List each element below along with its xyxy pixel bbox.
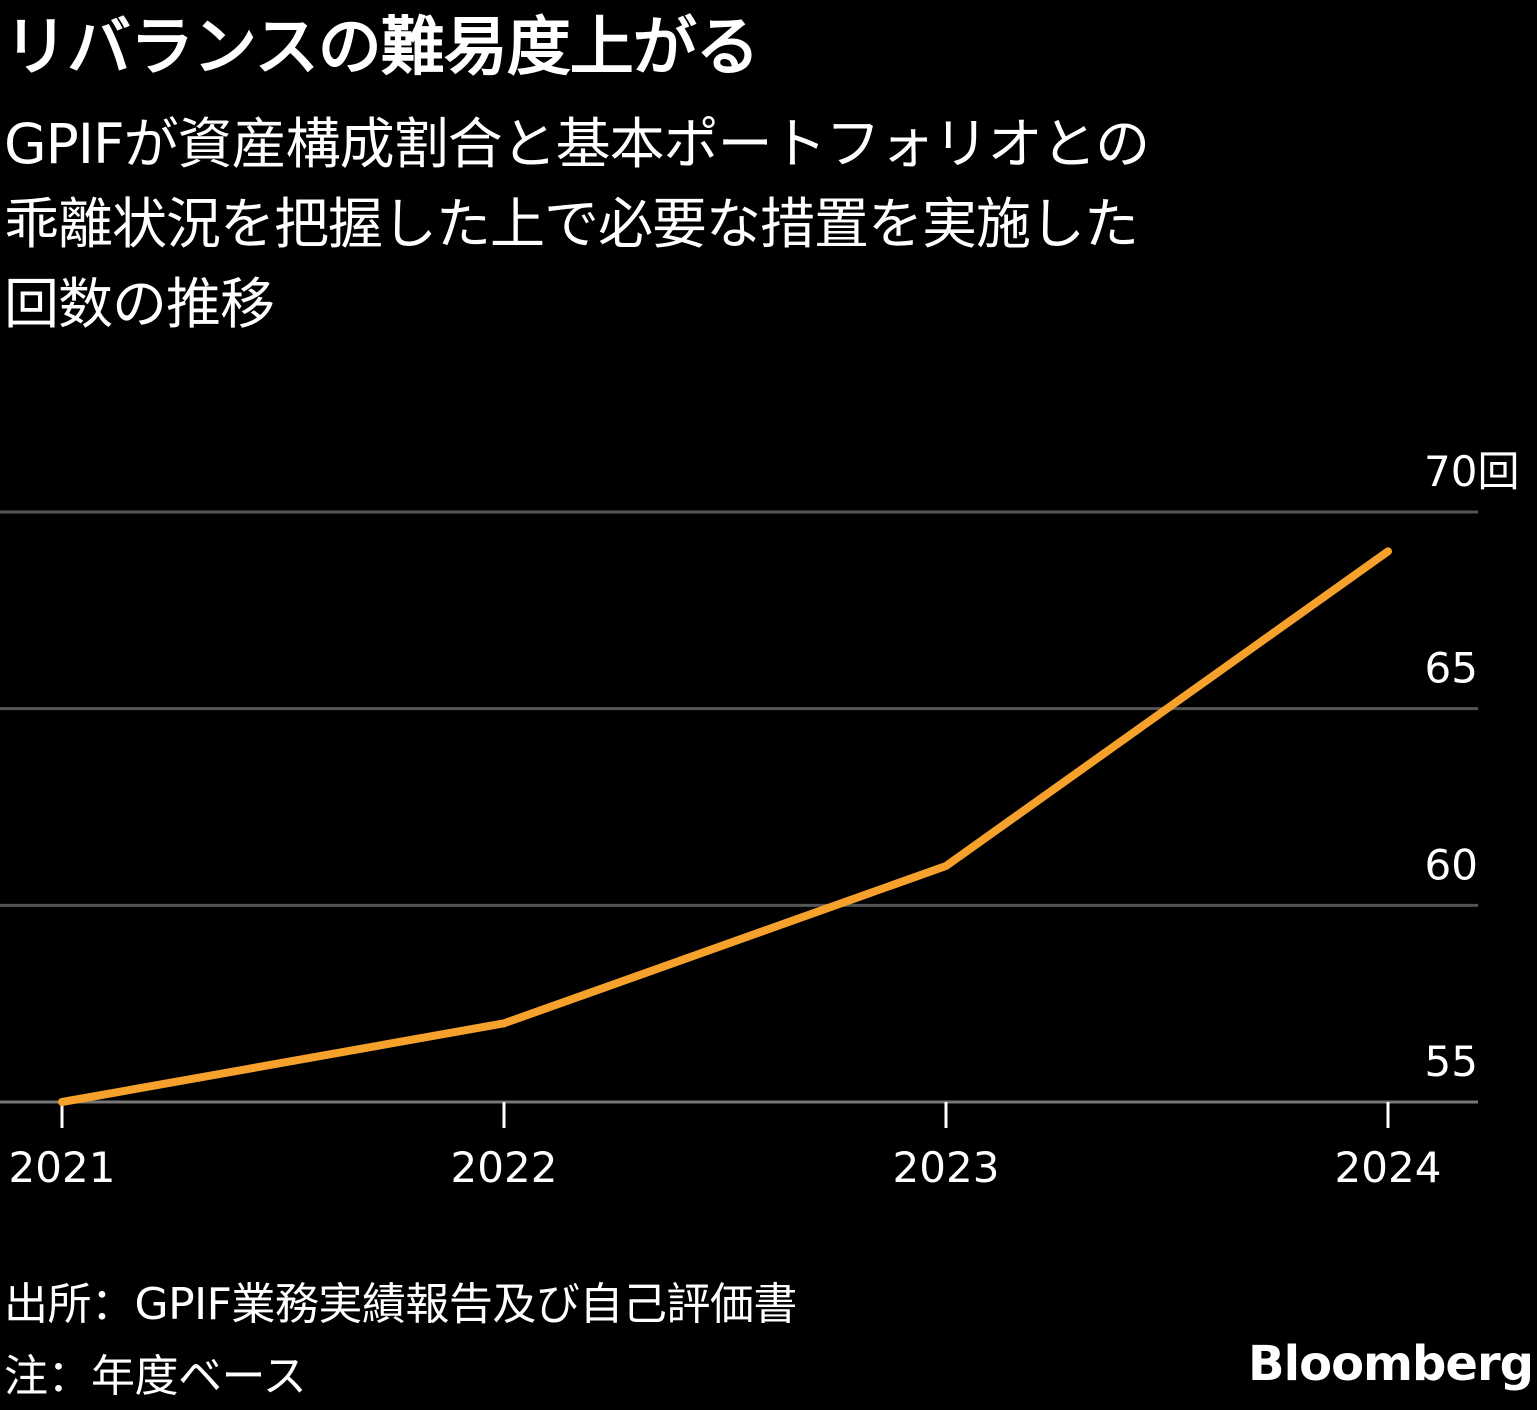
chart-title: リバランスの難易度上がる xyxy=(4,11,760,85)
x-tick-label: 2023 xyxy=(893,1143,1000,1192)
x-tick-label: 2022 xyxy=(451,1143,558,1192)
y-tick-label: 70回 xyxy=(1424,447,1519,496)
series-layer xyxy=(58,547,1392,1106)
chart-subtitle: GPIFが資産構成割合と基本ポートフォリオとの 乖離状況を把握した上で必要な措置… xyxy=(4,104,1524,344)
chart-subtitle-line: GPIFが資産構成割合と基本ポートフォリオとの xyxy=(4,112,1150,176)
gridlines xyxy=(0,510,1478,1104)
chart-subtitle-line: 乖離状況を把握した上で必要な措置を実施した xyxy=(4,192,1139,256)
y-tick-label: 65 xyxy=(1425,644,1478,693)
y-tick-label: 60 xyxy=(1425,840,1478,889)
series-line xyxy=(58,547,1392,1106)
x-tick-label: 2024 xyxy=(1335,1143,1442,1192)
chart-subtitle-line: 回数の推移 xyxy=(4,272,275,336)
footnote: 注：年度ベース xyxy=(4,1351,307,1402)
x-axis: 2021 2022 2023 2024 xyxy=(9,1102,1442,1192)
bloomberg-logo: Bloomberg xyxy=(1248,1336,1534,1392)
source-note: 出所：GPIF業務実績報告及び自己評価書 xyxy=(4,1279,797,1330)
x-tick-label: 2021 xyxy=(9,1143,116,1192)
y-tick-label: 55 xyxy=(1425,1037,1478,1086)
y-axis-tick-labels: 70回 65 60 55 xyxy=(1424,447,1519,1086)
